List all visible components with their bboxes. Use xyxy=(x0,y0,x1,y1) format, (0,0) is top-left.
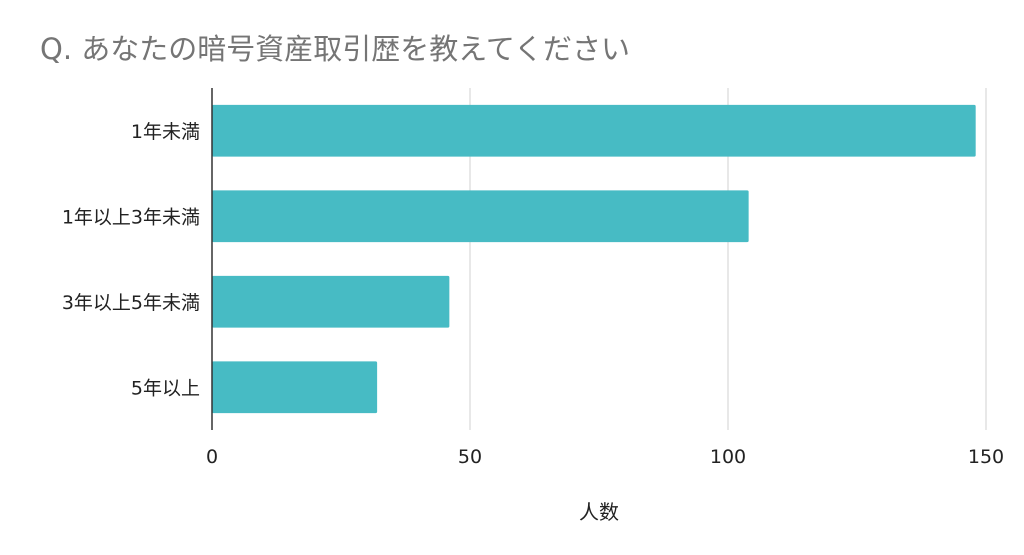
x-tick-label: 50 xyxy=(458,446,482,468)
x-tick-labels: 0 50 100 150 xyxy=(206,446,1004,468)
x-tick-label: 100 xyxy=(710,446,746,468)
category-labels: 1年未満 1年以上3年未満 3年以上5年未満 5年以上 xyxy=(62,121,200,400)
bar xyxy=(212,190,749,243)
bars xyxy=(212,104,976,414)
bar xyxy=(212,275,450,328)
category-label: 1年未満 xyxy=(131,121,200,143)
x-tick-label: 0 xyxy=(206,446,218,468)
bar xyxy=(212,361,378,414)
bar xyxy=(212,104,976,157)
category-label: 5年以上 xyxy=(131,377,200,399)
chart-title: Q. あなたの暗号資産取引歴を教えてください xyxy=(40,32,630,66)
category-label: 3年以上5年未満 xyxy=(62,292,200,314)
x-tick-label: 150 xyxy=(968,446,1004,468)
category-label: 1年以上3年未満 xyxy=(62,206,200,228)
x-axis-title: 人数 xyxy=(579,500,619,524)
